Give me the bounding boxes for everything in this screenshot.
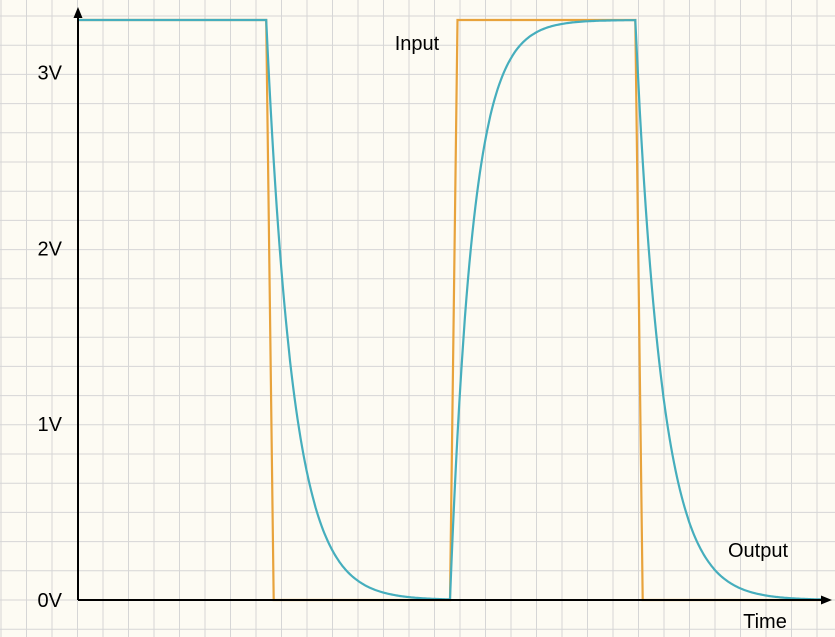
output-series-label: Output xyxy=(728,540,788,562)
y-tick-labels: 0V 1V 2V 3V xyxy=(38,63,63,612)
y-tick-label: 2V xyxy=(38,238,63,260)
y-tick-label: 3V xyxy=(38,63,63,85)
y-tick-label: 1V xyxy=(38,414,63,436)
axes xyxy=(73,7,832,605)
input-series-label: Input xyxy=(395,33,440,55)
input-series-line xyxy=(78,18,825,602)
y-axis-arrow xyxy=(73,7,83,18)
x-axis-label: Time xyxy=(743,611,787,633)
y-tick-label: 0V xyxy=(38,590,63,612)
x-axis-arrow xyxy=(821,595,832,605)
output-series-line xyxy=(78,18,825,601)
